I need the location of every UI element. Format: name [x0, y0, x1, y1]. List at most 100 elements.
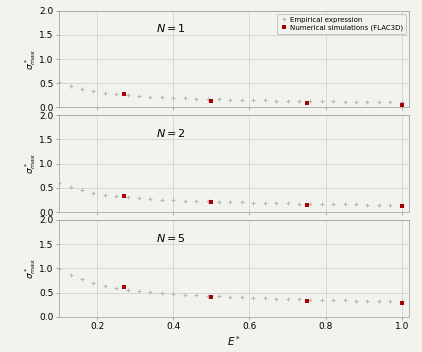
Empirical expression [68, 185, 73, 189]
Empirical expression [102, 193, 107, 197]
Numerical simulations (FLAC3D) [304, 101, 309, 105]
Numerical simulations (FLAC3D) [121, 285, 126, 289]
Empirical expression [388, 203, 393, 207]
Line: Numerical simulations (FLAC3D): Numerical simulations (FLAC3D) [34, 253, 404, 306]
Empirical expression [102, 91, 107, 95]
Empirical expression [308, 202, 313, 206]
Empirical expression [365, 100, 370, 104]
Empirical expression [160, 95, 165, 99]
Empirical expression [308, 298, 313, 302]
Empirical expression [354, 100, 359, 104]
Y-axis label: $\sigma_{max}^*$: $\sigma_{max}^*$ [23, 48, 38, 70]
Empirical expression [296, 297, 301, 301]
Empirical expression [331, 298, 336, 302]
Empirical expression [216, 200, 222, 204]
Numerical simulations (FLAC3D) [121, 92, 126, 96]
Empirical expression [251, 98, 256, 102]
Numerical simulations (FLAC3D) [399, 102, 404, 107]
Empirical expression [57, 80, 62, 84]
Empirical expression [239, 295, 244, 300]
Empirical expression [399, 100, 404, 104]
Empirical expression [125, 195, 130, 199]
Empirical expression [262, 296, 267, 301]
Empirical expression [125, 288, 130, 292]
Empirical expression [91, 89, 96, 94]
Numerical simulations (FLAC3D) [304, 203, 309, 207]
Empirical expression [342, 202, 347, 207]
Empirical expression [376, 299, 381, 303]
Empirical expression [239, 200, 244, 205]
Empirical expression [228, 98, 233, 102]
Empirical expression [399, 203, 404, 207]
Numerical simulations (FLAC3D) [209, 200, 214, 205]
Empirical expression [79, 87, 84, 91]
Line: Empirical expression: Empirical expression [57, 181, 404, 208]
Empirical expression [102, 284, 107, 288]
Text: $N=2$: $N=2$ [156, 127, 186, 139]
Empirical expression [319, 298, 325, 302]
Numerical simulations (FLAC3D) [209, 295, 214, 299]
Empirical expression [388, 100, 393, 104]
Y-axis label: $\sigma_{max}^*$: $\sigma_{max}^*$ [23, 258, 38, 279]
Empirical expression [148, 290, 153, 294]
Empirical expression [136, 196, 141, 200]
Numerical simulations (FLAC3D) [304, 299, 309, 303]
Empirical expression [285, 201, 290, 206]
Empirical expression [285, 297, 290, 301]
Empirical expression [273, 297, 279, 301]
Empirical expression [285, 99, 290, 103]
Empirical expression [319, 99, 325, 103]
Legend: Empirical expression, Numerical simulations (FLAC3D): Empirical expression, Numerical simulati… [277, 14, 406, 34]
Empirical expression [376, 100, 381, 104]
Empirical expression [365, 203, 370, 207]
Line: Empirical expression: Empirical expression [57, 267, 404, 304]
Empirical expression [365, 299, 370, 303]
Empirical expression [171, 96, 176, 100]
Empirical expression [114, 92, 119, 96]
Empirical expression [79, 277, 84, 282]
Empirical expression [57, 181, 62, 185]
Empirical expression [399, 299, 404, 303]
Line: Numerical simulations (FLAC3D): Numerical simulations (FLAC3D) [34, 172, 404, 209]
Empirical expression [354, 299, 359, 303]
Empirical expression [194, 293, 199, 297]
Empirical expression [91, 191, 96, 195]
Empirical expression [331, 202, 336, 207]
Empirical expression [228, 200, 233, 204]
Y-axis label: $\sigma_{max}^*$: $\sigma_{max}^*$ [23, 153, 38, 175]
X-axis label: $E^*$: $E^*$ [227, 334, 241, 348]
Empirical expression [148, 197, 153, 201]
Empirical expression [194, 97, 199, 101]
Empirical expression [91, 281, 96, 285]
Empirical expression [182, 293, 187, 297]
Empirical expression [354, 202, 359, 207]
Empirical expression [79, 188, 84, 193]
Line: Empirical expression: Empirical expression [57, 80, 404, 105]
Empirical expression [148, 95, 153, 99]
Empirical expression [171, 198, 176, 202]
Empirical expression [216, 97, 222, 101]
Line: Numerical simulations (FLAC3D): Numerical simulations (FLAC3D) [34, 73, 404, 107]
Numerical simulations (FLAC3D) [399, 204, 404, 208]
Empirical expression [273, 201, 279, 206]
Empirical expression [296, 99, 301, 103]
Text: $N=1$: $N=1$ [156, 22, 186, 34]
Numerical simulations (FLAC3D) [399, 301, 404, 305]
Empirical expression [205, 294, 210, 298]
Empirical expression [160, 197, 165, 202]
Empirical expression [136, 289, 141, 293]
Empirical expression [160, 291, 165, 295]
Empirical expression [228, 295, 233, 299]
Empirical expression [57, 267, 62, 271]
Empirical expression [171, 292, 176, 296]
Numerical simulations (FLAC3D) [209, 99, 214, 103]
Empirical expression [68, 273, 73, 277]
Empirical expression [125, 93, 130, 98]
Empirical expression [194, 199, 199, 203]
Empirical expression [182, 199, 187, 203]
Empirical expression [388, 299, 393, 303]
Empirical expression [262, 98, 267, 102]
Numerical simulations (FLAC3D) [34, 73, 39, 77]
Numerical simulations (FLAC3D) [34, 253, 39, 257]
Empirical expression [114, 194, 119, 198]
